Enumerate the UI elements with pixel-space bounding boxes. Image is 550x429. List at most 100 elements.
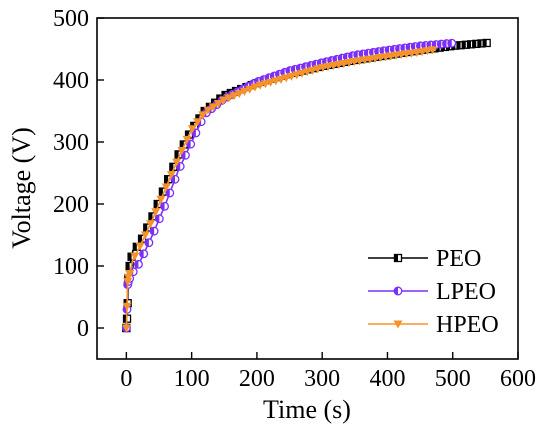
x-tick-label: 200	[239, 366, 275, 392]
series-line-lpeo	[125, 42, 457, 329]
data-point-lpeo	[447, 38, 457, 48]
data-point-hpeo	[177, 147, 187, 156]
data-point-hpeo	[151, 208, 161, 217]
legend-item-hpeo: HPEO	[368, 312, 499, 338]
data-point-lpeo	[133, 259, 143, 269]
y-tick-label: 100	[53, 254, 89, 280]
legend-label: PEO	[436, 246, 481, 272]
x-tick-label: 500	[435, 366, 471, 392]
x-axis-ticks: 0 100 200 300 400 500 600	[120, 352, 536, 392]
data-point-hpeo	[213, 100, 223, 109]
x-tick-label: 300	[304, 366, 340, 392]
legend: PEO LPEO HPEO	[368, 246, 499, 338]
data-point-hpeo	[339, 60, 349, 69]
legend-item-peo: PEO	[368, 246, 481, 272]
data-point-hpeo	[427, 46, 437, 55]
data-point-hpeo	[125, 269, 135, 278]
y-tick-label: 500	[53, 6, 89, 32]
data-point-lpeo	[144, 238, 154, 248]
data-point-hpeo	[121, 324, 131, 333]
data-point-hpeo	[255, 81, 265, 90]
legend-label: LPEO	[436, 279, 496, 305]
data-point-hpeo	[365, 55, 375, 64]
data-point-hpeo	[349, 58, 359, 67]
data-point-hpeo	[302, 68, 312, 77]
data-point-hpeo	[334, 61, 344, 69]
data-point-hpeo	[344, 59, 354, 68]
data-point-hpeo	[323, 62, 333, 71]
data-point-hpeo	[250, 83, 260, 92]
series-layer	[121, 38, 491, 333]
data-point-hpeo	[240, 87, 250, 96]
data-point-hpeo	[417, 48, 427, 57]
data-point-lpeo	[160, 201, 170, 211]
data-point-hpeo	[281, 74, 291, 83]
data-point-hpeo	[187, 125, 197, 134]
y-tick-label: 200	[53, 192, 89, 218]
data-point-hpeo	[161, 183, 171, 192]
x-tick-label: 400	[369, 366, 405, 392]
series-line-hpeo	[125, 48, 437, 329]
data-point-hpeo	[198, 111, 208, 120]
data-point-lpeo	[149, 226, 159, 236]
y-tick-label: 300	[53, 130, 89, 156]
data-point-hpeo	[287, 72, 297, 81]
data-point-hpeo	[380, 53, 390, 62]
data-point-hpeo	[260, 80, 270, 89]
data-point-hpeo	[172, 158, 182, 167]
series-hpeo	[121, 46, 437, 333]
plot-frame	[96, 17, 519, 360]
legend-swatch-marker	[393, 286, 403, 296]
data-point-hpeo	[370, 54, 380, 63]
data-point-lpeo	[186, 139, 196, 149]
data-point-hpeo	[156, 195, 166, 204]
data-point-hpeo	[224, 94, 234, 103]
y-tick-label: 0	[77, 316, 89, 342]
data-point-hpeo	[266, 78, 276, 87]
data-point-hpeo	[130, 252, 140, 261]
y-tick-label: 400	[53, 68, 89, 94]
x-tick-label: 600	[500, 366, 536, 392]
legend-swatch-marker	[393, 253, 403, 263]
data-point-hpeo	[203, 106, 213, 115]
legend-swatch-marker	[393, 320, 403, 329]
data-point-lpeo	[170, 174, 180, 184]
data-point-hpeo	[219, 96, 229, 105]
data-point-hpeo	[422, 47, 432, 56]
data-point-hpeo	[292, 71, 302, 80]
data-point-hpeo	[208, 103, 218, 112]
data-point-hpeo	[135, 242, 145, 251]
data-point-hpeo	[354, 57, 364, 66]
data-point-hpeo	[297, 69, 307, 78]
data-point-hpeo	[146, 220, 156, 229]
data-point-hpeo	[122, 302, 132, 311]
data-point-hpeo	[307, 66, 317, 75]
data-point-hpeo	[276, 75, 286, 84]
data-point-hpeo	[318, 63, 328, 72]
data-point-hpeo	[328, 61, 338, 70]
data-point-hpeo	[360, 56, 370, 65]
data-point-lpeo	[337, 53, 347, 63]
data-point-hpeo	[182, 135, 192, 144]
data-point-lpeo	[154, 214, 164, 224]
series-lpeo	[121, 38, 457, 333]
data-point-hpeo	[313, 65, 323, 74]
series-line-peo	[125, 42, 489, 329]
data-point-hpeo	[193, 118, 203, 127]
data-point-hpeo	[229, 92, 239, 101]
data-point-lpeo	[139, 249, 149, 259]
data-point-hpeo	[123, 278, 133, 286]
data-point-hpeo	[234, 90, 244, 99]
data-point-hpeo	[412, 49, 422, 58]
data-point-hpeo	[140, 231, 150, 240]
x-tick-label: 0	[120, 366, 132, 392]
data-point-hpeo	[375, 54, 385, 63]
legend-label: HPEO	[436, 312, 499, 338]
x-axis-label: Time (s)	[263, 395, 351, 424]
data-point-hpeo	[245, 85, 255, 94]
data-point-hpeo	[166, 171, 176, 180]
data-point-lpeo	[165, 188, 175, 198]
y-axis-label: Voltage (V)	[7, 127, 36, 249]
